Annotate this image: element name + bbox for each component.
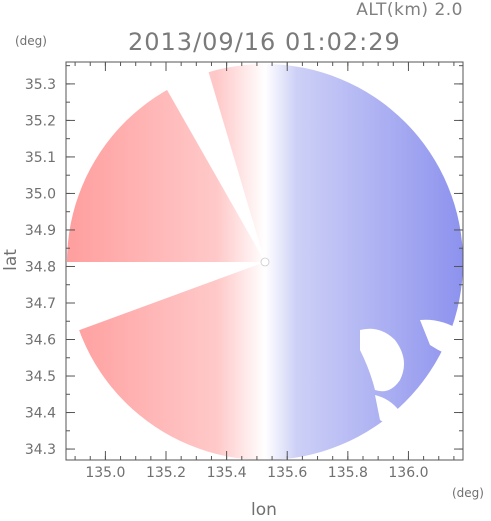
y-tick-label: 34.6 (25, 333, 56, 349)
blank-sector-west (66, 262, 265, 335)
no-echo-patch (420, 319, 463, 360)
radar-site-marker (260, 257, 270, 267)
y-tick-label: 35.3 (25, 77, 56, 93)
x-unit-label: (deg) (452, 486, 484, 500)
y-tick-label: 35.0 (25, 186, 56, 202)
no-echo-patch (375, 395, 405, 425)
y-tick-label: 34.5 (25, 369, 56, 385)
y-axis-ticks: 34.3 34.4 34.5 34.6 34.7 34.8 34.9 35.0 35.1 35.2… (25, 65, 463, 458)
x-axis-label: lon (251, 500, 277, 520)
y-tick-label: 34.3 (25, 442, 56, 458)
blank-notch (160, 276, 190, 292)
y-tick-label: 34.4 (25, 406, 56, 422)
x-axis-ticks: 135.0 135.2 135.4 135.6 135.8 136.0 (74, 62, 455, 481)
y-unit-label: (deg) (15, 34, 47, 48)
timestamp-title: 2013/09/16 01:02:29 (128, 28, 401, 56)
y-tick-label: 35.1 (25, 150, 56, 166)
no-echo-patch (360, 328, 404, 392)
y-tick-label: 34.7 (25, 296, 56, 312)
x-tick-label: 135.2 (146, 465, 186, 481)
blank-sector-north (151, 62, 265, 262)
x-tick-label: 135.8 (328, 465, 368, 481)
x-tick-label: 135.4 (207, 465, 247, 481)
altitude-label: ALT(km) 2.0 (356, 0, 463, 20)
y-tick-label: 34.8 (25, 259, 56, 275)
radar-field (66, 62, 463, 460)
plot-frame (65, 61, 464, 461)
x-tick-label: 135.6 (267, 465, 307, 481)
x-tick-label: 136.0 (388, 465, 428, 481)
y-tick-label: 35.2 (25, 113, 56, 129)
x-tick-label: 135.0 (85, 465, 125, 481)
y-tick-label: 34.9 (25, 223, 56, 239)
